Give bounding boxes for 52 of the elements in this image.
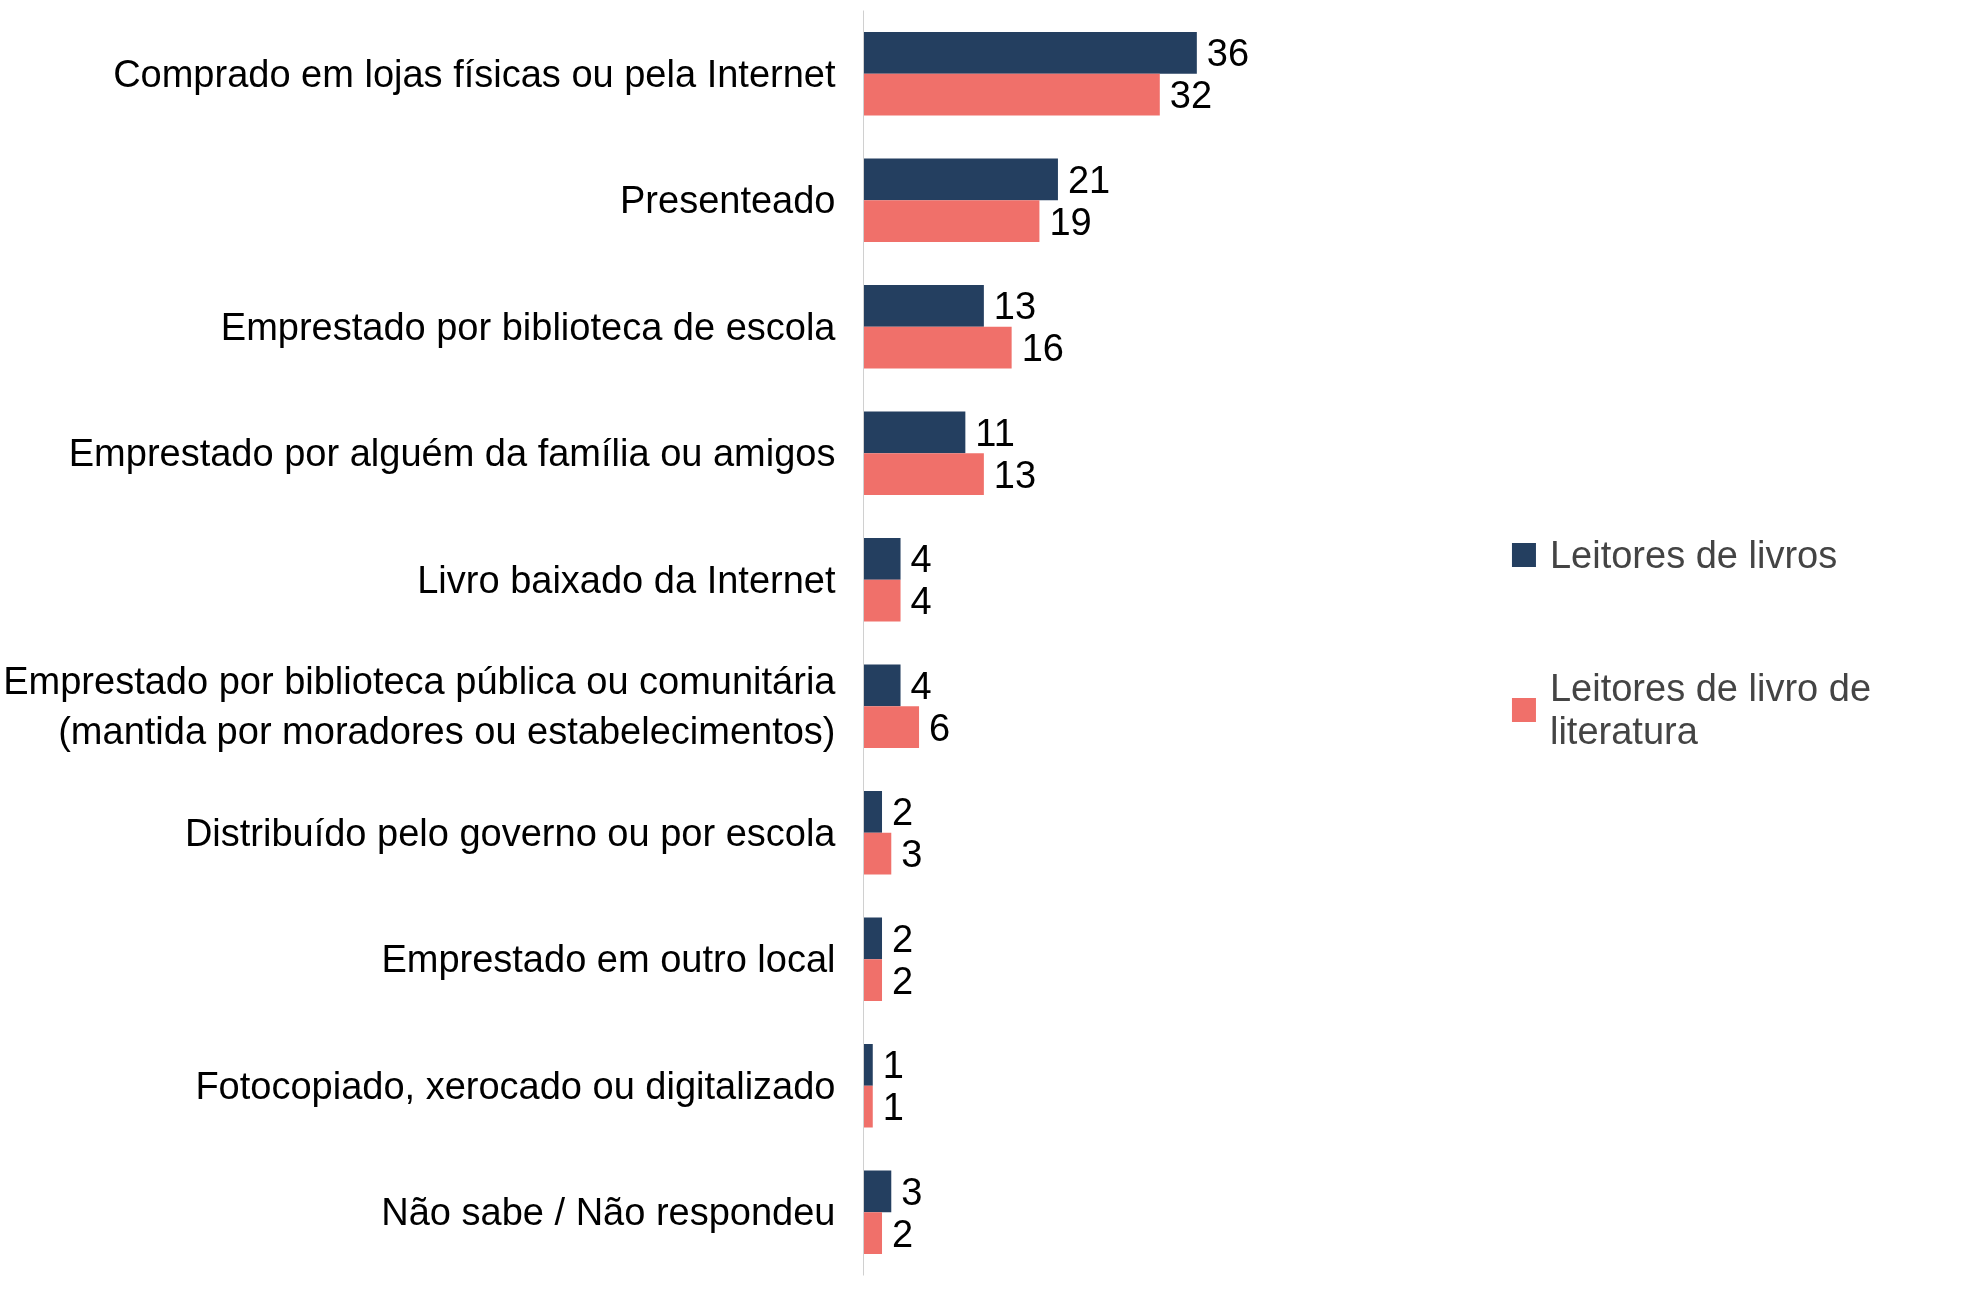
data-label: 2 bbox=[892, 959, 914, 1002]
bar bbox=[863, 538, 901, 580]
bar bbox=[863, 200, 1040, 242]
bar bbox=[863, 959, 883, 1001]
data-label: 19 bbox=[1049, 200, 1092, 243]
bar bbox=[863, 158, 1058, 201]
data-label: 6 bbox=[929, 706, 951, 749]
data-label: 1 bbox=[882, 1086, 904, 1129]
data-label: 4 bbox=[910, 580, 932, 623]
bar bbox=[863, 791, 883, 833]
y-tick-label: Presenteado bbox=[620, 179, 836, 222]
y-tick-label: Emprestado em outro local bbox=[381, 938, 836, 981]
bar bbox=[863, 32, 1197, 74]
bar bbox=[863, 1170, 892, 1213]
data-label: 16 bbox=[1021, 327, 1064, 370]
legend-label: Leitores de livro de literatura bbox=[1549, 666, 1872, 752]
bar bbox=[863, 579, 901, 622]
y-tick-label: Distribuído pelo governo ou por escola bbox=[184, 811, 837, 854]
data-label: 1 bbox=[882, 1044, 904, 1087]
data-label: 2 bbox=[892, 917, 914, 960]
data-label: 11 bbox=[975, 411, 1015, 454]
data-label: 2 bbox=[892, 1212, 914, 1255]
data-label: 2 bbox=[892, 791, 914, 834]
data-label: 36 bbox=[1206, 32, 1250, 75]
y-tick-label: Emprestado por biblioteca pública ou comunitária (mantida por moradores ou estabelecimentos) bbox=[3, 660, 837, 753]
data-label: 13 bbox=[993, 453, 1037, 496]
data-label: 4 bbox=[910, 538, 932, 581]
bar bbox=[863, 917, 883, 960]
y-tick-label: Emprestado por biblioteca de escola bbox=[220, 305, 837, 348]
bar bbox=[863, 1085, 873, 1128]
y-tick-label: Emprestado por alguém da família ou amigos bbox=[68, 432, 836, 475]
bar bbox=[863, 832, 892, 875]
legend-label: Leitores de livros bbox=[1549, 533, 1838, 576]
data-label: 21 bbox=[1067, 158, 1111, 201]
y-tick-label: Fotocopiado, xerocado ou digitalizado bbox=[195, 1064, 836, 1107]
bar bbox=[863, 1212, 883, 1254]
data-label: 4 bbox=[910, 664, 932, 707]
y-tick-label: Livro baixado da Internet bbox=[417, 558, 836, 601]
data-label: 3 bbox=[901, 833, 923, 876]
data-label: 32 bbox=[1169, 74, 1213, 117]
bar bbox=[863, 285, 984, 327]
bar bbox=[863, 664, 901, 707]
bar bbox=[863, 1044, 873, 1086]
bar bbox=[863, 73, 1160, 116]
y-tick-label: Comprado em lojas físicas ou pela Internet bbox=[113, 52, 836, 95]
data-label: 3 bbox=[901, 1170, 923, 1213]
bar bbox=[863, 453, 984, 495]
bar bbox=[863, 706, 920, 748]
data-label: 13 bbox=[993, 285, 1037, 328]
bar bbox=[863, 411, 966, 454]
y-tick-label: Não sabe / Não respondeu bbox=[381, 1191, 836, 1234]
bar bbox=[863, 326, 1012, 369]
